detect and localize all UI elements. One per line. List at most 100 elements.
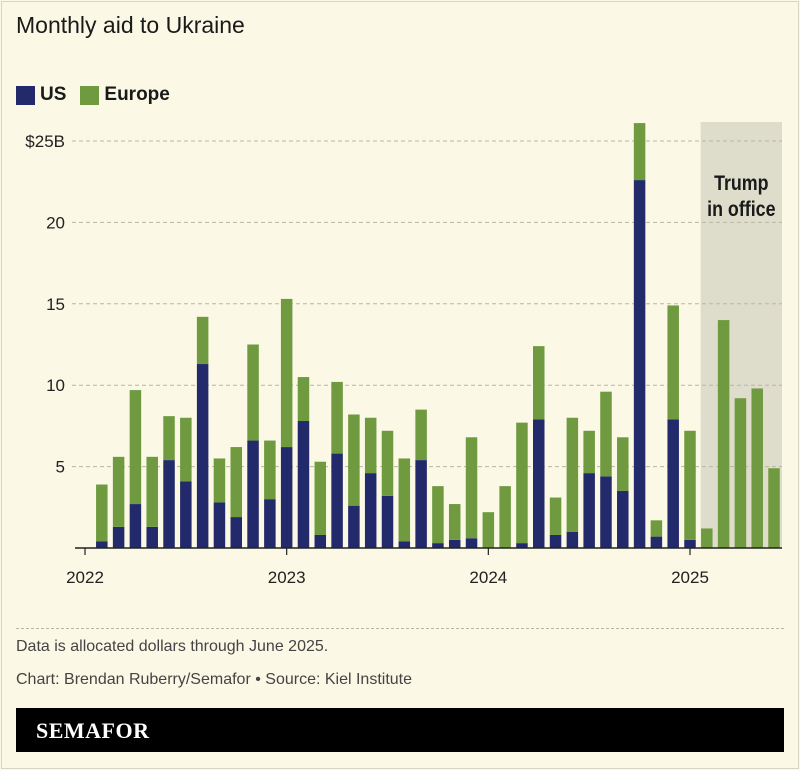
- bar-europe: [600, 391, 612, 477]
- bar-europe: [213, 458, 226, 503]
- bar-europe: [129, 390, 142, 505]
- bar-us: [432, 543, 444, 548]
- bar-europe: [96, 484, 108, 542]
- bar-us: [213, 502, 226, 548]
- bar-europe: [432, 486, 444, 544]
- bar-us: [398, 541, 411, 548]
- y-tick-label: $25B: [25, 132, 65, 151]
- annotation-line1: Trump: [714, 172, 769, 196]
- bar-us: [264, 499, 276, 548]
- bar-europe: [180, 417, 192, 482]
- x-tick-label: 2024: [469, 568, 507, 587]
- bar-us: [667, 419, 679, 548]
- bar-europe: [617, 437, 629, 492]
- bar-us: [600, 476, 612, 548]
- bar-us: [617, 491, 629, 548]
- bar-us: [364, 473, 377, 548]
- bar-us: [146, 526, 158, 548]
- bar-europe: [684, 430, 696, 540]
- bar-us: [180, 481, 192, 548]
- bar-us: [230, 517, 242, 548]
- bar-europe: [146, 456, 158, 527]
- semafor-logo: SEMAFOR: [36, 718, 150, 743]
- bar-us: [348, 505, 360, 548]
- bar-europe: [633, 123, 646, 181]
- annotation-line2: in office: [707, 198, 776, 222]
- bar-us: [448, 539, 461, 548]
- bar-europe: [533, 346, 545, 420]
- brand-bar: SEMAFOR: [16, 708, 784, 752]
- bar-europe: [264, 440, 276, 500]
- x-tick-label: 2022: [66, 568, 104, 587]
- bar-us: [533, 419, 545, 548]
- bar-europe: [667, 305, 679, 420]
- credit-line: Chart: Brendan Ruberry/Semafor • Source:…: [16, 671, 413, 688]
- y-tick-label: 15: [46, 295, 65, 314]
- bar-europe: [280, 298, 293, 448]
- bar-us: [650, 536, 663, 548]
- bar-europe: [482, 512, 495, 548]
- bar-europe: [549, 497, 562, 535]
- bar-europe: [247, 344, 259, 441]
- bar-europe: [650, 520, 663, 537]
- bar-europe: [112, 456, 125, 527]
- bar-us: [549, 534, 562, 548]
- bar-europe: [398, 458, 411, 542]
- bar-europe: [583, 430, 595, 474]
- bar-europe: [516, 422, 528, 544]
- data-note: Data is allocated dollars through June 2…: [16, 638, 329, 655]
- bar-us: [96, 541, 108, 548]
- bar-europe: [381, 430, 394, 496]
- x-tick-label: 2025: [671, 568, 709, 587]
- bar-europe: [701, 528, 713, 548]
- bar-us: [297, 421, 310, 548]
- bar-europe: [499, 486, 511, 548]
- footer-divider: [16, 628, 784, 629]
- bar-europe: [465, 437, 478, 539]
- bar-us: [129, 504, 142, 548]
- bar-europe: [448, 504, 461, 540]
- bar-us: [247, 440, 259, 548]
- legend-swatch-europe: [80, 85, 100, 105]
- bar-us: [633, 180, 646, 548]
- x-tick-label: 2023: [268, 568, 306, 587]
- bar-us: [583, 473, 595, 548]
- bar-europe: [348, 414, 360, 506]
- bar-us: [381, 495, 394, 548]
- bar-europe: [734, 398, 747, 548]
- bar-us: [465, 538, 478, 548]
- bar-us: [415, 460, 427, 548]
- bar-us: [684, 539, 696, 548]
- legend-item-us: US: [16, 84, 66, 106]
- bar-us: [331, 453, 343, 548]
- legend: US Europe: [16, 84, 170, 106]
- legend-label-us: US: [40, 84, 67, 105]
- bar-europe: [717, 320, 730, 548]
- bar-us: [163, 460, 175, 548]
- bar-europe: [230, 447, 242, 518]
- y-tick-label: 10: [46, 376, 65, 395]
- bar-us: [314, 534, 327, 548]
- legend-item-europe: Europe: [80, 84, 170, 106]
- bar-us: [280, 447, 293, 548]
- bar-europe: [297, 377, 310, 422]
- bar-europe: [163, 416, 175, 461]
- bar-us: [566, 531, 579, 548]
- bar-us: [112, 526, 125, 548]
- bar-us: [516, 543, 528, 548]
- y-tick-label: 20: [46, 213, 65, 232]
- bar-europe: [566, 417, 579, 532]
- bar-europe: [331, 381, 343, 454]
- bar-europe: [751, 388, 763, 548]
- bar-us: [196, 364, 209, 548]
- bar-europe: [415, 409, 427, 461]
- bar-europe: [364, 417, 377, 474]
- bar-europe: [314, 461, 327, 535]
- legend-label-europe: Europe: [104, 84, 170, 105]
- bar-europe: [768, 468, 780, 548]
- chart-title: Monthly aid to Ukraine: [16, 12, 245, 38]
- y-tick-label: 5: [56, 458, 65, 477]
- bar-europe: [196, 316, 209, 365]
